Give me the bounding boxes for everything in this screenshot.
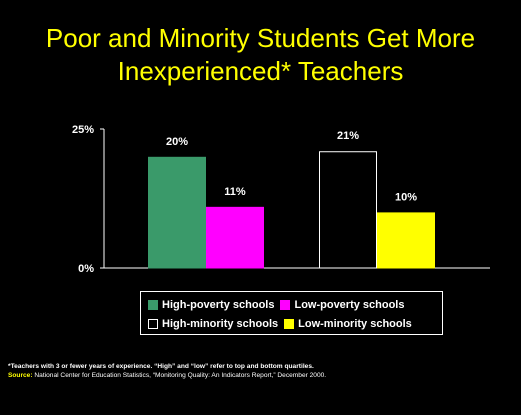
legend-swatch bbox=[148, 299, 158, 310]
legend-label: Low-minority schools bbox=[298, 317, 412, 330]
bar-value-label: 21% bbox=[337, 130, 359, 142]
y-tick-label: 25% bbox=[72, 124, 94, 136]
legend-swatch bbox=[148, 318, 158, 329]
chart-title: Poor and Minority Students Get More Inex… bbox=[45, 23, 476, 86]
legend-row: High-poverty schools Low-poverty schools bbox=[148, 295, 442, 314]
legend-item: High-poverty schools bbox=[148, 299, 274, 311]
legend-label: Low-poverty schools bbox=[294, 298, 405, 311]
footnote: *Teachers with 3 or fewer years of exper… bbox=[8, 362, 518, 380]
footnote-note: *Teachers with 3 or fewer years of exper… bbox=[8, 363, 314, 370]
y-tick-label: 0% bbox=[78, 263, 94, 275]
footnote-source: Source: National Center for Education St… bbox=[8, 371, 518, 380]
legend-swatch bbox=[280, 299, 291, 310]
legend-item: Low-poverty schools bbox=[280, 298, 405, 311]
bar bbox=[148, 156, 206, 269]
legend-label: High-poverty schools bbox=[162, 298, 275, 311]
bar-value-label: 20% bbox=[166, 136, 188, 148]
source-text: National Center for Education Statistics… bbox=[34, 372, 327, 379]
legend-item: Low-minority schools bbox=[284, 318, 412, 330]
legend-item: High-minority schools bbox=[148, 318, 278, 330]
legend: High-poverty schools Low-poverty schools H… bbox=[140, 291, 443, 335]
legend-swatch bbox=[284, 318, 295, 329]
bar bbox=[319, 151, 377, 269]
legend-row: High-minority schools Low-minority school… bbox=[148, 314, 442, 333]
bar-value-label: 11% bbox=[224, 186, 246, 198]
bar-value-label: 10% bbox=[395, 191, 417, 203]
bar bbox=[206, 206, 264, 269]
source-label: Source: bbox=[8, 372, 33, 379]
bar bbox=[377, 212, 435, 269]
legend-label: High-minority schools bbox=[162, 317, 279, 330]
